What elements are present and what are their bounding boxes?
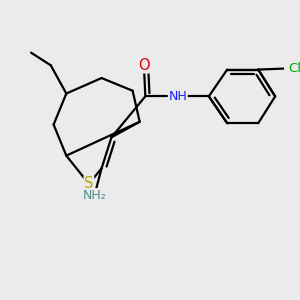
Text: NH: NH (168, 90, 187, 103)
Text: NH₂: NH₂ (83, 189, 106, 202)
Text: O: O (138, 58, 150, 73)
Text: Cl: Cl (288, 62, 300, 75)
Text: S: S (84, 176, 94, 191)
